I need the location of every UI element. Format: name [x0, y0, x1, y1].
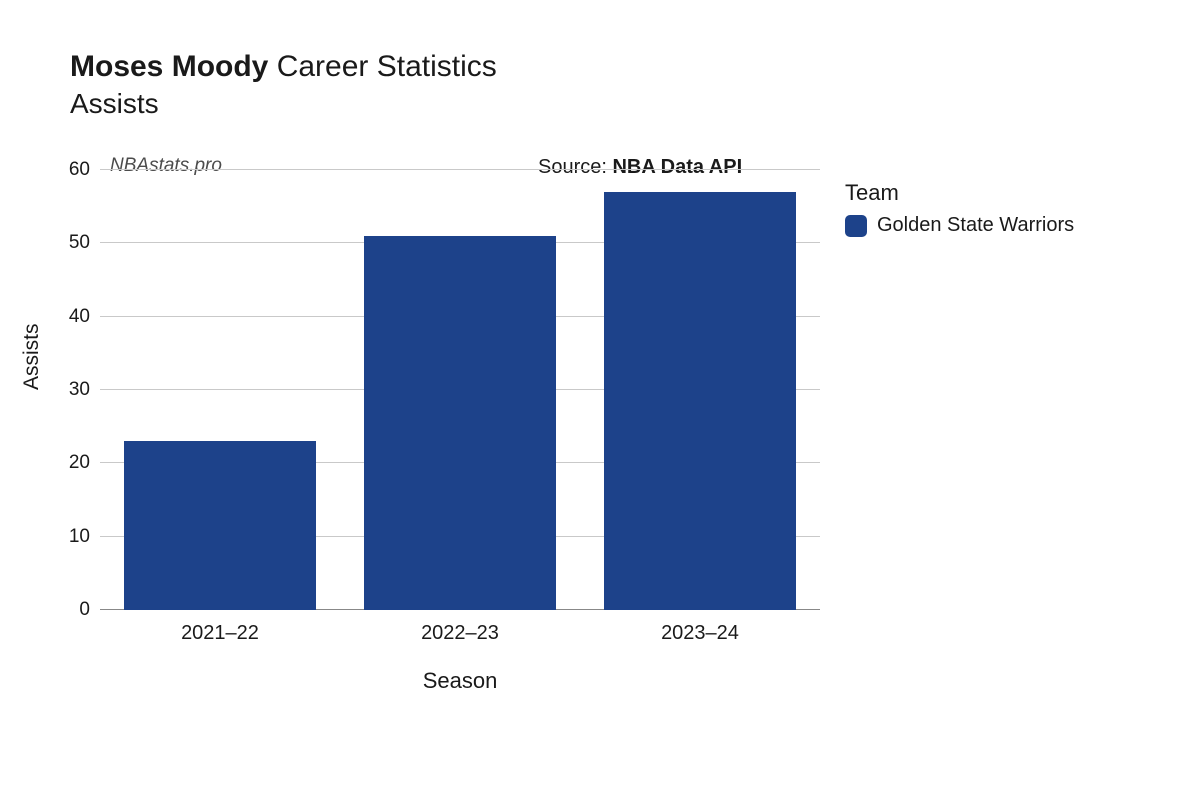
legend-item: Golden State Warriors — [845, 214, 1074, 237]
x-tick-label: 2022–23 — [421, 622, 499, 645]
y-tick-label: 30 — [69, 379, 90, 401]
bar — [604, 192, 796, 610]
chart-canvas: Moses Moody Career Statistics Assists NB… — [0, 0, 1200, 800]
player-name: Moses Moody — [70, 50, 268, 83]
legend-title: Team — [845, 180, 1074, 206]
x-tick-label: 2021–22 — [181, 622, 259, 645]
legend: Team Golden State Warriors — [845, 180, 1074, 237]
y-axis-title: Assists — [20, 323, 44, 390]
y-tick-label: 50 — [69, 232, 90, 254]
x-axis-title: Season — [423, 668, 498, 694]
legend-label: Golden State Warriors — [877, 214, 1074, 237]
title-line-1: Moses Moody Career Statistics — [70, 48, 497, 86]
plot-area: 01020304050602021–222022–232023–24 — [100, 170, 820, 610]
title-rest: Career Statistics — [268, 50, 496, 83]
gridline — [100, 169, 820, 170]
bar — [124, 441, 316, 610]
legend-swatch — [845, 215, 867, 237]
y-tick-label: 10 — [69, 526, 90, 548]
title-subtitle: Assists — [70, 88, 497, 120]
y-tick-label: 60 — [69, 159, 90, 181]
chart-title: Moses Moody Career Statistics Assists — [70, 48, 497, 120]
bar — [364, 236, 556, 610]
y-tick-label: 0 — [79, 599, 90, 621]
y-tick-label: 20 — [69, 452, 90, 474]
y-tick-label: 40 — [69, 306, 90, 328]
x-tick-label: 2023–24 — [661, 622, 739, 645]
